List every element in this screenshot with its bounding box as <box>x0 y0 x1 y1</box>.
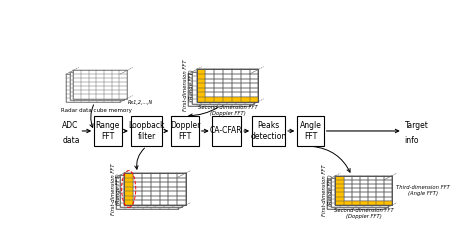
Bar <box>336 176 392 205</box>
Text: Target: Target <box>405 121 428 130</box>
Text: Rx1,2,...,N: Rx1,2,...,N <box>128 100 154 105</box>
Bar <box>197 97 258 102</box>
Bar <box>336 201 392 205</box>
Bar <box>188 74 249 106</box>
Bar <box>94 116 122 146</box>
Text: Second-dimension FFT
(Doppler FFT): Second-dimension FFT (Doppler FFT) <box>198 105 257 116</box>
Bar <box>116 177 178 209</box>
Text: CA-CFAR: CA-CFAR <box>210 126 243 135</box>
Bar <box>252 116 285 146</box>
Bar <box>124 173 133 205</box>
Bar <box>336 176 344 205</box>
Bar <box>297 116 324 146</box>
Text: First-dimension FFT
(Range FFT): First-dimension FFT (Range FFT) <box>110 163 121 215</box>
Bar <box>70 72 124 100</box>
Bar <box>328 180 384 209</box>
Bar <box>124 173 186 205</box>
Bar <box>212 116 241 146</box>
Text: Range
FFT: Range FFT <box>96 121 120 141</box>
Bar <box>192 72 254 104</box>
Text: Peaks
detection: Peaks detection <box>251 121 287 141</box>
Text: Radar data cube memory: Radar data cube memory <box>61 108 132 113</box>
Bar <box>197 69 205 102</box>
Text: Third-dimension FFT
(Angle FFT): Third-dimension FFT (Angle FFT) <box>396 185 450 196</box>
Bar <box>120 175 182 207</box>
Text: First-dimension FFT
(Range FFT): First-dimension FFT (Range FFT) <box>183 60 194 111</box>
Bar <box>124 173 186 205</box>
Text: ADC: ADC <box>62 121 79 130</box>
Bar <box>331 178 388 207</box>
Bar <box>197 69 258 102</box>
Bar <box>171 116 199 146</box>
Bar <box>197 69 258 102</box>
Bar <box>73 70 127 98</box>
Text: Angle
FFT: Angle FFT <box>300 121 321 141</box>
Bar <box>66 74 120 102</box>
Text: info: info <box>405 136 419 145</box>
Bar <box>336 176 392 205</box>
Text: Doppler
FFT: Doppler FFT <box>170 121 200 141</box>
Text: First-dimension FFT
(Range FFT): First-dimension FFT (Range FFT) <box>322 164 333 216</box>
Text: data: data <box>62 136 80 145</box>
Text: Loopback
filter: Loopback filter <box>128 121 165 141</box>
Text: Second-dimension FFT
(Doppler FFT): Second-dimension FFT (Doppler FFT) <box>334 209 394 219</box>
Bar <box>131 116 162 146</box>
